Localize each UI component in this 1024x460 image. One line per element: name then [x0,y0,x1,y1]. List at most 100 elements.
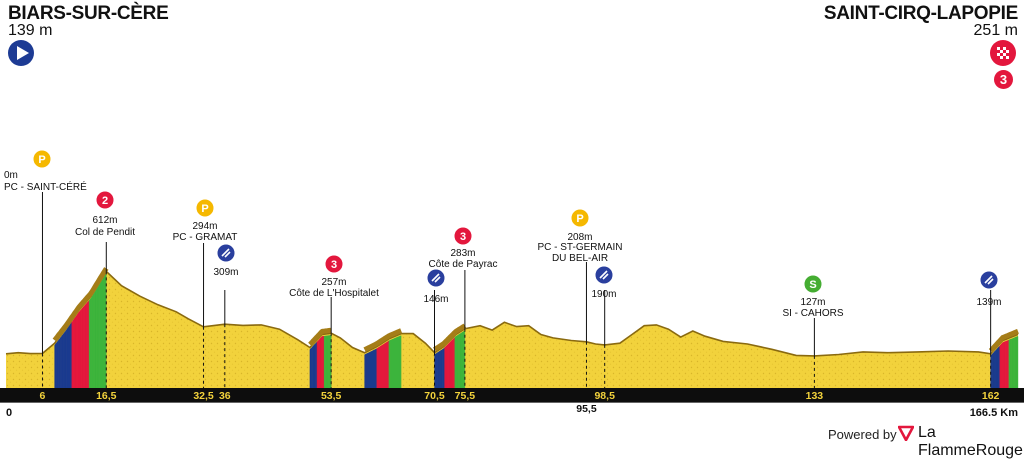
climb-shoulder [433,323,467,352]
feed-zone-mark [431,273,441,283]
point-altitude: 612m [92,215,117,226]
climb-gradient-segment [57,338,60,389]
climb-gradient-segment [81,306,84,389]
climb-shoulder [363,328,403,352]
climb-gradient-segment [1017,336,1019,389]
point-altitude: 0m [4,170,18,181]
climb-gradient-segment [86,301,88,389]
climb-gradient-segment [97,284,100,389]
flamme-rouge-logo-icon [897,425,915,442]
climb-gradient-segment [93,291,95,389]
climb-gradient-segment [60,335,62,389]
point-altitude: 257m [321,277,346,288]
km-marker-label: 95,5 [576,403,597,415]
climb-gradient-segment [330,334,332,389]
climb-shoulder [308,327,332,347]
climb-gradient-segment [74,315,77,389]
intermediate-sprint-icon-label: S [809,279,816,291]
sprint-icon [32,149,52,169]
climb-gradient-segment [68,323,71,389]
point-altitude: 139m [976,297,1001,308]
km-marker-label: 6 [40,390,46,402]
checkered-flag-icon [990,40,1016,66]
sprint-icon-label: P [201,203,208,215]
climb-gradient-segment [58,337,61,389]
climb-gradient-segment [96,286,98,389]
km-marker-label: 16,5 [96,390,117,402]
point-name: PC - ST-GERMAIN [537,242,622,253]
sprint-icon-label: P [38,154,45,166]
point-name: PC - SAINT-CÉRÉ [4,180,87,193]
feed-zone-mark [984,275,994,285]
sprint-icon [195,198,215,218]
point-altitude: 283m [450,248,475,259]
finish-altitude: 251 m [973,22,1018,39]
km-finish-label: 166.5 Km [970,407,1019,419]
climb-gradient-segment [103,275,106,389]
km-start-label: 0 [6,407,12,419]
climb-shoulder [988,328,1019,353]
climb-gradient-segment [54,342,57,389]
climb-gradient-segment [67,325,70,389]
km-marker-label: 53,5 [321,390,342,402]
feed-zone-mark [221,248,231,258]
climb-gradient-segment [76,313,78,389]
climb-gradient-segment [61,333,64,389]
climb-gradient-segment [90,296,93,389]
start-town: BIARS-SUR-CÈRE [8,3,169,24]
climb-gradient-segment [77,311,80,389]
climb-gradient-segment [94,288,97,389]
climb-gradient-segment [63,331,65,389]
km-marker-label: 70,5 [424,390,445,402]
start-altitude: 139 m [8,22,53,39]
finish-town: SAINT-CIRQ-LAPOPIE [823,3,1018,24]
climb-gradient-segment [65,327,68,389]
sprint-icon [570,208,590,228]
climb-gradient-segment [71,319,74,389]
km-marker-label: 133 [806,390,824,402]
powered-by-text: Powered by [828,427,897,442]
climb-gradient-segment [87,299,90,389]
point-name: SI - CAHORS [782,308,843,319]
km-marker-label: 32,5 [193,390,214,402]
km-axis-line [0,402,1024,403]
point-name: Côte de L'Hospitalet [289,288,379,299]
elevation-profile-chart: 6 16,5 32,5 36 53,5 70,5 75,5 95,598,5 133 162 0 16… [0,149,1024,419]
intermediate-sprint-icon [803,274,823,294]
sprint-icon-label: P [576,213,583,225]
climb-gradient-segment [78,309,81,389]
climb-gradient-segment [83,304,85,389]
play-icon [8,40,34,66]
climb-category-icon [324,254,344,274]
climb-category-icon [95,190,115,210]
point-altitude: 127m [800,297,825,308]
climb-gradient-segment [88,298,91,389]
climb-gradient-segment [64,329,67,389]
point-altitude: 294m [192,221,217,232]
km-marker-label: 98,5 [594,390,615,402]
km-marker-label: 162 [982,390,1000,402]
climb-category-icon-label: 2 [102,195,108,207]
point-altitude: 208m [567,232,592,243]
finish-climb-category-icon: 3 [994,70,1013,89]
point-altitude: 309m [213,267,238,278]
climb-gradient-segment [399,335,402,389]
climb-category-icon [453,226,473,246]
point-name: Col de Pendit [75,227,135,238]
brand-name[interactable]: La FlammeRouge [918,424,1023,459]
climb-gradient-segment [84,303,87,389]
climb-gradient-segment [70,321,72,389]
climb-gradient-segment [100,279,103,389]
km-marker-label: 75,5 [455,390,476,402]
point-name-line2: DU BEL-AIR [552,253,608,264]
climb-gradient-segment [80,308,83,389]
climb-gradient-segment [98,281,101,389]
point-name: PC - GRAMAT [173,232,238,243]
point-altitude: 190m [591,289,616,300]
climb-gradient-segment [73,317,75,389]
climb-category-icon-label: 3 [331,259,337,271]
km-band [0,388,1024,402]
point-name: Côte de Payrac [429,259,498,270]
profile-area [6,271,1018,388]
km-marker-label: 36 [219,390,231,402]
